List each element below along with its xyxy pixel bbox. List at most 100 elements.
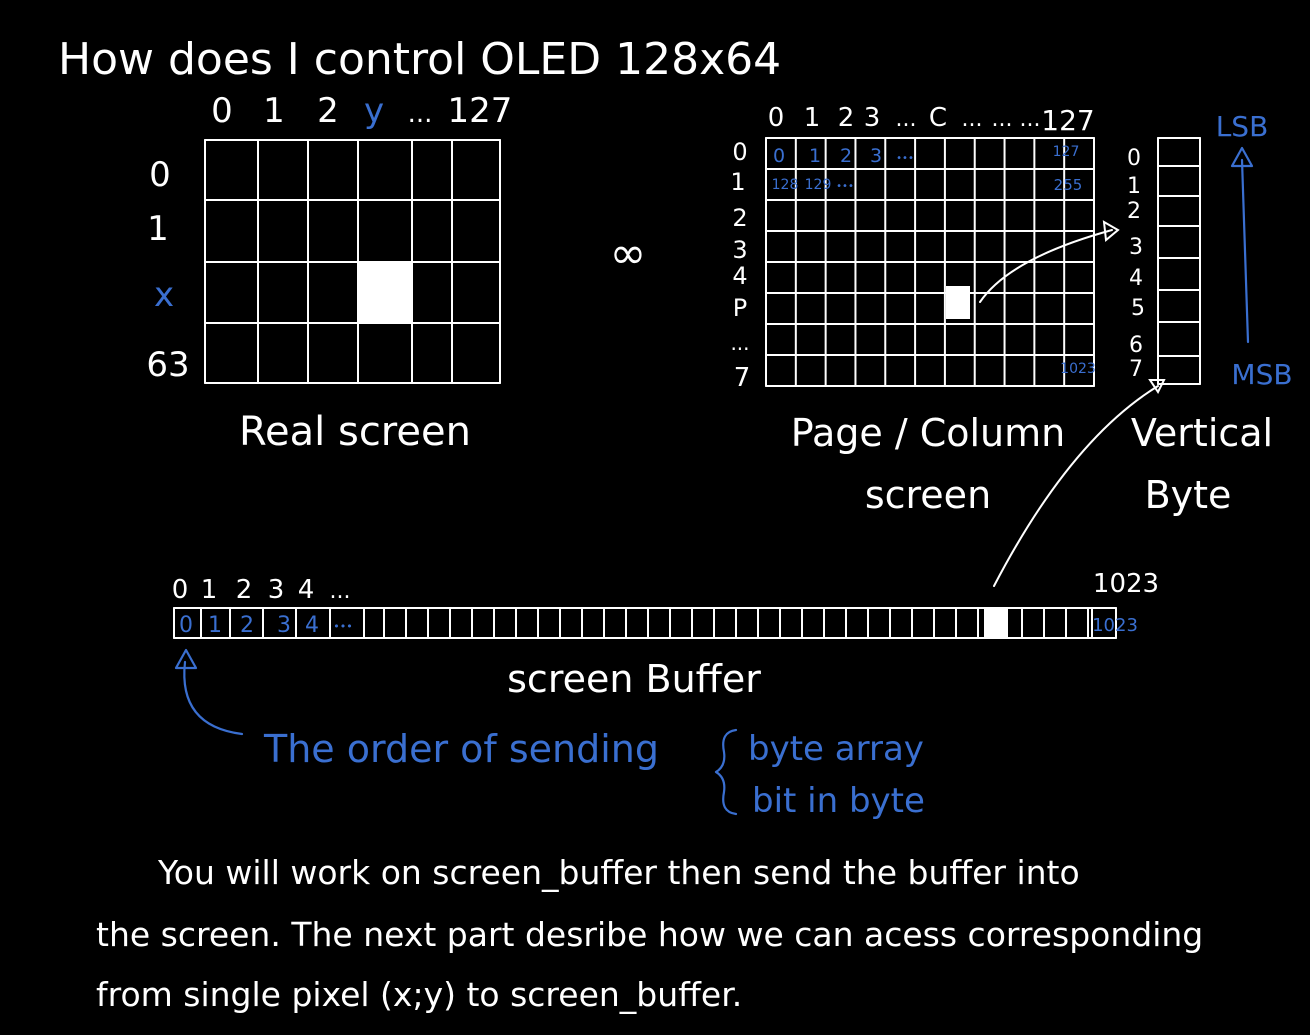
buffer-cell-label: 4 bbox=[305, 613, 319, 638]
buffer-index-label-end: 1023 bbox=[1093, 569, 1159, 599]
page-cell-label: 3 bbox=[870, 145, 882, 167]
page-screen-lit-byte bbox=[946, 286, 970, 319]
buffer-index-label: 2 bbox=[236, 575, 253, 605]
page-row-label: 2 bbox=[732, 204, 747, 232]
page-cell-label: ••• bbox=[896, 153, 914, 164]
buffer-cell-label: 2 bbox=[240, 613, 254, 638]
page-cell-label: ••• bbox=[836, 181, 854, 192]
page-row-label: 1 bbox=[730, 168, 745, 196]
real-col-label-y: y bbox=[364, 91, 384, 131]
page-title: How does I control OLED 128x64 bbox=[58, 34, 781, 85]
page-cell-label: 1023 bbox=[1060, 361, 1096, 377]
buffer-cell-label: 0 bbox=[179, 613, 193, 638]
lsb-label: LSB bbox=[1216, 110, 1269, 143]
bit-label: 0 bbox=[1127, 146, 1141, 171]
buffer-cell-label: 3 bbox=[277, 613, 291, 638]
page-col-label: 0 bbox=[768, 103, 785, 133]
sending-order-label: The order of sending bbox=[263, 727, 659, 771]
vertical-byte-bit-labels: 0 1 2 3 4 5 6 7 bbox=[1127, 146, 1145, 382]
buffer-index-label: 0 bbox=[172, 575, 189, 605]
page-row-labels: 0 1 2 3 4 P ... 7 bbox=[730, 138, 750, 393]
page-row-label: 3 bbox=[732, 236, 747, 264]
page-col-labels: 0 1 2 3 ... C ... ... ... 127 bbox=[768, 103, 1095, 137]
page-cell-label: 255 bbox=[1054, 176, 1083, 194]
paragraph-line1: You will work on screen_buffer then send… bbox=[157, 853, 1080, 892]
bit-label: 5 bbox=[1131, 296, 1145, 321]
page-cell-label: 128 bbox=[772, 177, 799, 193]
page-column-diagram: 0 1 2 3 ... C ... ... ... 127 0 1 2 3 4 … bbox=[730, 103, 1120, 517]
sending-order-note: The order of sending byte array bit in b… bbox=[174, 648, 925, 821]
buffer-index-label: 4 bbox=[298, 575, 315, 605]
vertical-byte-cells bbox=[1157, 137, 1201, 385]
page-col-label: ... bbox=[962, 107, 983, 132]
page-row-label: 7 bbox=[734, 363, 751, 393]
page-col-label: 127 bbox=[1041, 104, 1094, 137]
buffer-cell-label: ••• bbox=[333, 620, 352, 633]
bit-label: 7 bbox=[1129, 357, 1143, 382]
page-cell-label: 129 bbox=[805, 177, 832, 193]
vertical-byte-caption-line2: Byte bbox=[1145, 473, 1232, 517]
screen-buffer-caption: screen Buffer bbox=[507, 657, 761, 701]
bit-label: 1 bbox=[1127, 174, 1141, 199]
bit-label: 6 bbox=[1129, 333, 1143, 358]
msb-to-lsb-arrowhead bbox=[1230, 146, 1254, 168]
page-cell-label: 2 bbox=[840, 145, 852, 167]
screen-buffer-diagram: 0 1 2 3 4 ... 1023 0 1 2 3 4 ••• 1023 sc… bbox=[172, 569, 1159, 701]
page-caption-line1: Page / Column bbox=[791, 411, 1065, 455]
real-screen-row-labels: 0 1 x 63 bbox=[146, 155, 189, 385]
real-screen-grid bbox=[204, 139, 501, 384]
buffer-cell-label: 1 bbox=[208, 613, 222, 638]
page-col-label: C bbox=[929, 103, 947, 133]
page-col-label: ... bbox=[1020, 107, 1041, 132]
vertical-byte-caption-line1: Vertical bbox=[1131, 411, 1273, 455]
real-col-label: 2 bbox=[317, 91, 339, 131]
real-screen-diagram: 0 1 2 y ... 127 0 1 x 63 Real screen bbox=[146, 91, 512, 455]
page-cell-label: 127 bbox=[1053, 144, 1080, 160]
equivalence-symbol: ∞ bbox=[610, 228, 647, 279]
buffer-to-byte-arrow bbox=[993, 385, 1159, 587]
page-cell-label: 0 bbox=[773, 145, 785, 167]
real-row-label: 0 bbox=[149, 155, 171, 195]
real-screen-lit-pixel bbox=[358, 263, 412, 323]
paragraph-line3: from single pixel (x;y) to screen_buffer… bbox=[96, 975, 742, 1014]
real-row-label-x: x bbox=[154, 275, 174, 315]
real-col-label: 1 bbox=[263, 91, 285, 131]
page-cell-labels: 0 1 2 3 ••• 127 128 129 ••• 255 1023 bbox=[772, 144, 1096, 377]
page-col-label: 2 bbox=[838, 103, 855, 133]
vertical-byte-diagram: 0 1 2 3 4 5 6 7 LSB MSB Vertical Byte bbox=[993, 110, 1293, 587]
buffer-index-label: 3 bbox=[268, 575, 285, 605]
page-col-label: 3 bbox=[864, 103, 881, 133]
byte-to-vertical-arrow bbox=[979, 229, 1113, 303]
buffer-index-label: 1 bbox=[201, 575, 218, 605]
msb-to-lsb-arrow bbox=[1240, 158, 1250, 344]
sending-order-item1: byte array bbox=[748, 729, 924, 769]
page-caption-line2: screen bbox=[865, 473, 991, 517]
real-screen-col-labels: 0 1 2 y ... 127 bbox=[211, 91, 512, 131]
screen-buffer-strip bbox=[173, 607, 1117, 639]
buffer-index-label: ... bbox=[330, 579, 351, 604]
bit-label: 3 bbox=[1129, 235, 1143, 260]
sending-order-brace bbox=[714, 728, 738, 816]
paragraph-line2: the screen. The next part desribe how we… bbox=[96, 915, 1203, 954]
page-row-label: P bbox=[733, 294, 747, 322]
page-col-label: ... bbox=[992, 107, 1013, 132]
real-row-label: 1 bbox=[147, 209, 169, 249]
real-col-label: ... bbox=[408, 99, 433, 129]
real-col-label: 0 bbox=[211, 91, 233, 131]
page-row-label: 0 bbox=[732, 138, 747, 166]
page-col-label: 1 bbox=[804, 103, 821, 133]
buffer-cell-labels: 0 1 2 3 4 ••• 1023 bbox=[179, 613, 1138, 638]
sending-order-arrowhead bbox=[174, 648, 198, 670]
buffer-cell-label-end: 1023 bbox=[1092, 615, 1138, 636]
real-col-label: 127 bbox=[448, 91, 513, 131]
page-column-grid bbox=[765, 137, 1095, 387]
page-cell-label: 1 bbox=[809, 145, 821, 167]
buffer-index-labels: 0 1 2 3 4 ... 1023 bbox=[172, 569, 1159, 605]
real-screen-caption: Real screen bbox=[239, 409, 471, 455]
sending-order-arrow bbox=[183, 660, 244, 736]
bit-label: 2 bbox=[1127, 199, 1141, 224]
msb-label: MSB bbox=[1231, 358, 1292, 391]
sending-order-item2: bit in byte bbox=[752, 781, 925, 821]
buffer-to-byte-arrowhead bbox=[1148, 379, 1166, 394]
